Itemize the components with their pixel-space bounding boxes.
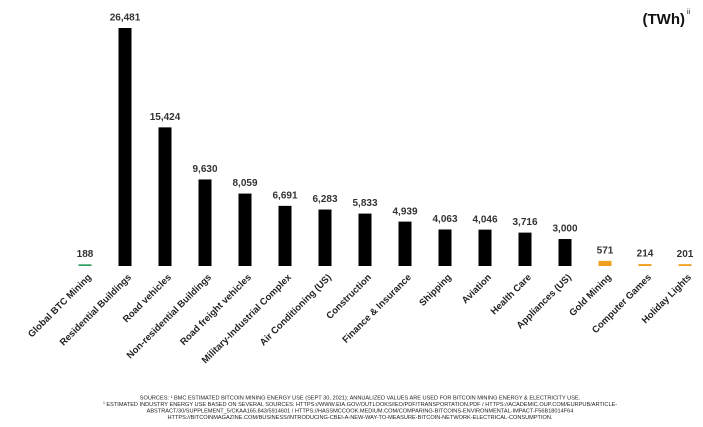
- bar: [478, 229, 492, 266]
- value-label: 214: [637, 249, 654, 260]
- bar: [638, 264, 652, 266]
- bar: [358, 213, 372, 266]
- source-note: ABSTRACT/30/SUPPLEMENT_5/CKAA165.843/591…: [147, 408, 574, 414]
- source-note: ⁱⁱ ESTIMATED INDUSTRY ENERGY USE BASED O…: [103, 400, 617, 408]
- bar: [678, 264, 692, 266]
- bar: [598, 260, 612, 266]
- unit-label: (TWh): [643, 11, 685, 28]
- value-label: 201: [677, 249, 694, 260]
- bar: [438, 229, 452, 266]
- bar: [158, 127, 172, 266]
- value-label: 8,059: [232, 178, 257, 189]
- x-tick-label: Residential Buildings: [58, 272, 134, 348]
- value-label: 3,716: [512, 217, 537, 228]
- value-label: 26,481: [110, 13, 141, 24]
- bar: [558, 239, 572, 266]
- value-label: 6,691: [272, 191, 297, 202]
- x-tick-label: Finance & Insurance: [340, 272, 413, 345]
- bar: [518, 232, 532, 266]
- value-label: 188: [77, 249, 94, 260]
- value-label: 3,000: [552, 224, 577, 235]
- bar: [278, 205, 292, 266]
- value-label: 4,063: [432, 214, 457, 225]
- x-tick-label: Shipping: [417, 272, 454, 309]
- value-label: 9,630: [192, 164, 217, 175]
- value-label: 6,283: [312, 194, 337, 205]
- bar: [318, 209, 332, 266]
- value-label: 4,939: [392, 206, 417, 217]
- value-label: 571: [597, 246, 614, 257]
- source-note: SOURCES: ¹ BMC ESTIMATED BITCOIN MINING …: [140, 395, 581, 401]
- value-label: 4,046: [472, 214, 497, 225]
- bar: [78, 264, 92, 266]
- x-tick-label: Road freight vehicles: [178, 272, 254, 348]
- bar: [238, 193, 252, 266]
- value-label: 5,833: [352, 198, 377, 209]
- bar: [198, 179, 212, 266]
- source-note: HTTPS://BITCOINMAGAZINE.COM/BUSINESS/INT…: [168, 415, 553, 421]
- unit-note: ii: [687, 9, 691, 16]
- bar: [118, 28, 132, 266]
- bar: [398, 221, 412, 266]
- value-label: 15,424: [150, 112, 181, 123]
- x-tick-label: Aviation: [460, 272, 494, 306]
- x-tick-label: Air Conditioning (US): [258, 272, 334, 348]
